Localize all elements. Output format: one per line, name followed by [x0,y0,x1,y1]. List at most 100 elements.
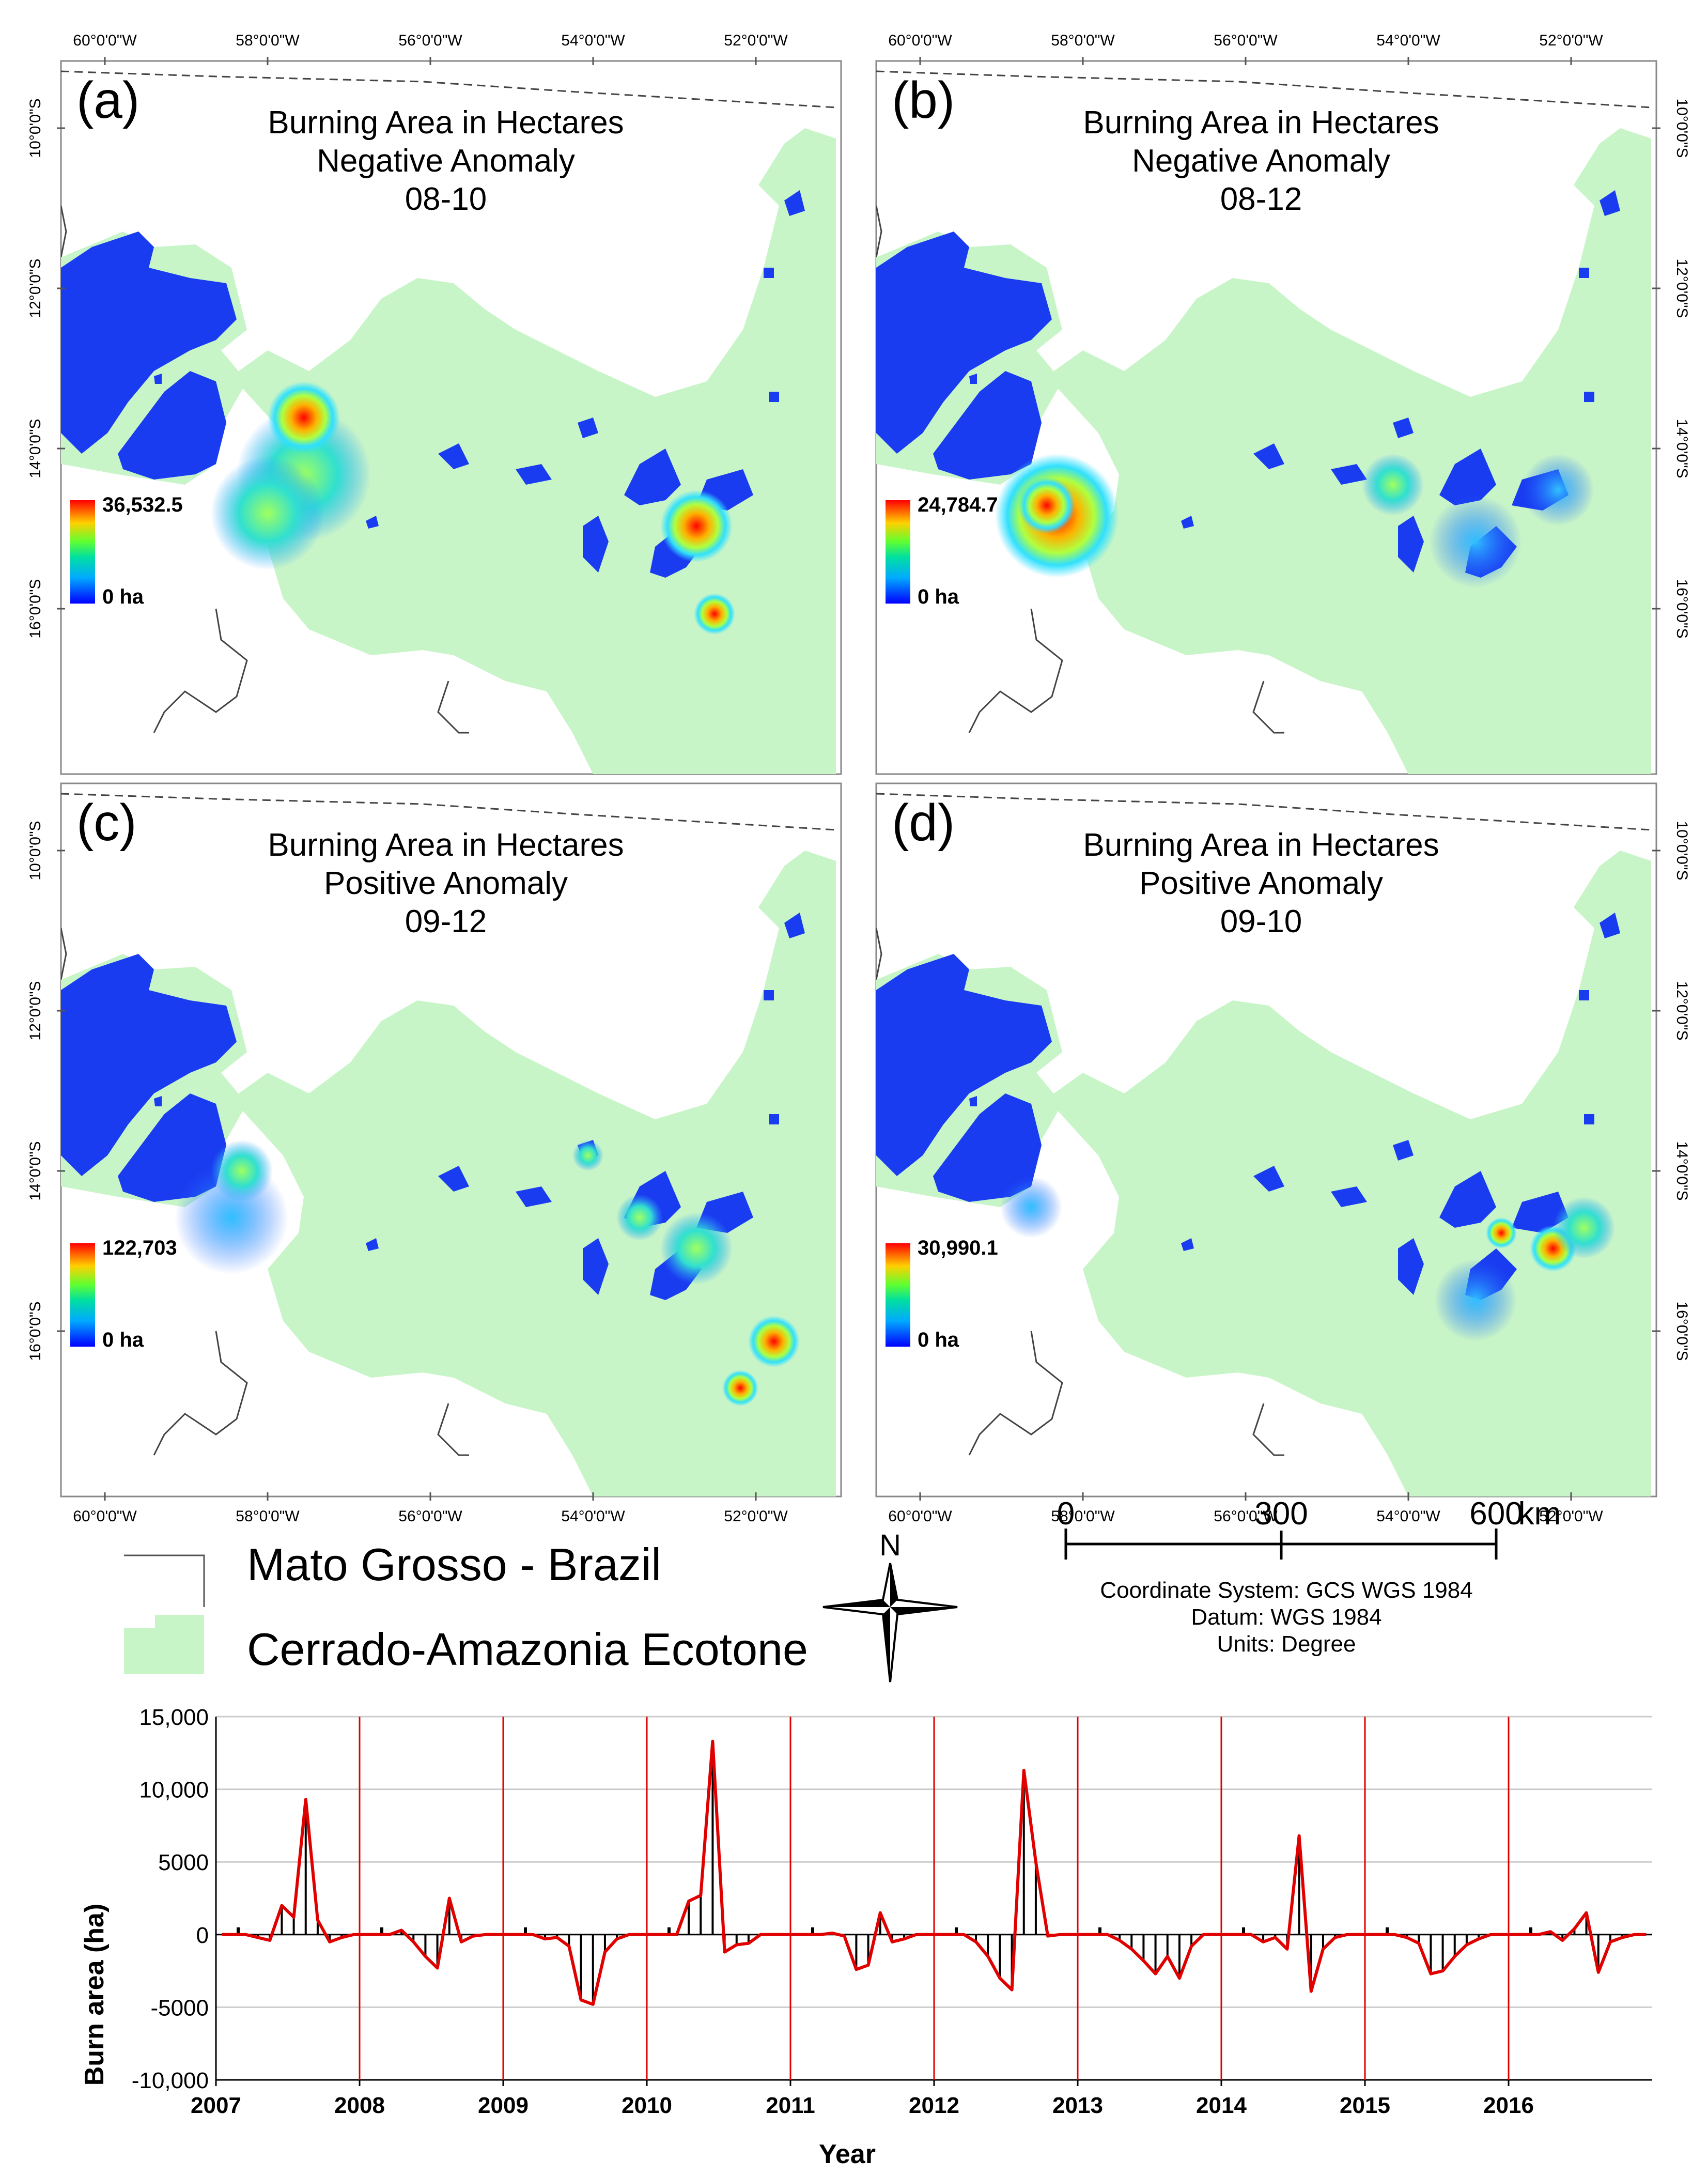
lon-tick-label: 54°0'0"W [1376,1508,1440,1525]
lat-tick-label: 16°0'0"S [27,579,44,638]
lon-tick-label: 56°0'0"W [1214,32,1278,49]
lon-tick-label: 58°0'0"W [1051,1508,1115,1525]
lon-tick-label: 52°0'0"W [1539,32,1603,49]
lon-tick-label: 58°0'0"W [236,1508,300,1525]
lat-tick-label: 16°0'0"S [1673,579,1690,638]
scale-tick-0: 0 [1057,1496,1075,1532]
panel-label: (b) [892,71,955,129]
north-arrow-label: N [879,1529,901,1562]
burn-hotspot [722,1370,758,1406]
panel-label: (d) [892,794,955,852]
panel-label: (a) [76,71,139,129]
lat-tick-label: 12°0'0"S [27,981,44,1040]
chart-y-axis-label: Burn area (ha) [80,1904,110,2086]
burn-hotspot [1522,454,1594,526]
year-marker [1098,1927,1101,1935]
panel-title-line: 09-12 [405,904,487,939]
ecotone-legend-swatch [124,1615,204,1674]
chart-x-axis-label: Year [819,2139,876,2169]
burn-hotspot [694,593,735,635]
legend-min-value: 0 ha [918,1329,959,1351]
north-arrow: N [822,1529,958,1683]
lon-tick-label: 60°0'0"W [73,32,137,49]
scale-tick-600: 600 [1469,1496,1523,1532]
burn-area-chart: Burn area (ha) Year 15,000 10,000 5000 0 -50… [80,1705,1652,2169]
year-marker [667,1927,671,1935]
lon-tick-label: 54°0'0"W [1376,32,1440,49]
year-marker [1529,1927,1532,1935]
lon-tick-label: 58°0'0"W [236,32,300,49]
scale-unit: km [1518,1496,1561,1532]
lon-tick-label: 52°0'0"W [724,32,788,49]
legend-min-value: 0 ha [918,585,959,608]
legend-max-value: 24,784.7 [918,493,998,516]
legend-min-value: 0 ha [102,1329,144,1351]
lat-tick-label: 12°0'0"S [1673,981,1690,1040]
year-marker [811,1927,814,1935]
chart-y-tick-label: 5000 [158,1850,209,1875]
chart-x-tick-label: 2012 [909,2093,959,2118]
burn-hotspot [660,490,733,562]
panel-title-line: Burning Area in Hectares [268,105,624,141]
lon-tick-label: 56°0'0"W [398,1508,462,1525]
lat-tick-label: 12°0'0"S [1673,258,1690,318]
burn-hotspot [1362,454,1424,516]
lat-tick-label: 10°0'0"S [1673,821,1690,880]
map-legend: Mato Grosso - Brazil Cerrado-Amazonia Ec… [124,1539,808,1675]
scale-tick-300: 300 [1254,1496,1308,1532]
year-marker [1242,1927,1245,1935]
mato-grosso-legend-swatch [124,1554,205,1607]
panel-title-line: 09-10 [1220,904,1302,939]
burn-hotspot [1000,1176,1062,1238]
panel-title-line: Burning Area in Hectares [1083,105,1439,141]
burn-hotspot [211,1140,273,1202]
panel-label: (c) [76,794,137,852]
legend-max-value: 36,532.5 [102,493,183,516]
lon-tick-label: 56°0'0"W [1214,1508,1278,1525]
burn-hotspot [1429,495,1522,588]
lat-tick-label: 10°0'0"S [1673,98,1690,158]
lon-tick-label: 54°0'0"W [561,32,625,49]
legend-max-value: 122,703 [102,1237,177,1259]
panel-title-line: Burning Area in Hectares [1083,827,1439,863]
lat-tick-label: 10°0'0"S [27,98,44,158]
panel-title-line: Burning Area in Hectares [268,827,624,863]
year-marker [1386,1927,1389,1935]
panel-title-line: Negative Anomaly [317,143,575,179]
heat-color-ramp [70,1243,95,1347]
chart-x-tick-label: 2007 [191,2093,241,2118]
lat-tick-label: 10°0'0"S [27,821,44,880]
burn-hotspot [1553,1197,1615,1259]
burn-hotspot [1018,477,1075,534]
lon-tick-label: 54°0'0"W [561,1508,625,1525]
coordinate-info: Coordinate System: GCS WGS 1984 Datum: W… [1100,1578,1472,1657]
lat-tick-label: 14°0'0"S [1673,1141,1690,1200]
lat-tick-label: 16°0'0"S [1673,1301,1690,1361]
burn-hotspot [268,381,340,454]
chart-x-tick-label: 2009 [478,2093,529,2118]
legend-min-value: 0 ha [102,585,144,608]
chart-y-tick-label: -5000 [150,1995,209,2020]
burn-hotspot [1486,1217,1517,1248]
lon-tick-label: 58°0'0"W [1051,32,1115,49]
lat-tick-label: 12°0'0"S [27,258,44,318]
lat-tick-label: 14°0'0"S [27,419,44,478]
lon-tick-label: 60°0'0"W [73,1508,137,1525]
year-marker [237,1927,240,1935]
chart-x-tick-label: 2014 [1196,2093,1247,2118]
year-marker [955,1927,958,1935]
panel-title-line: Positive Anomaly [324,866,568,901]
burn-hotspot [748,1316,800,1367]
heat-color-ramp [70,500,95,604]
coord-system-text: Coordinate System: GCS WGS 1984 [1100,1578,1472,1603]
heat-color-ramp [886,1243,910,1347]
burn-hotspot [572,1140,603,1171]
lon-tick-label: 56°0'0"W [398,32,462,49]
year-marker [380,1927,383,1935]
units-text: Units: Degree [1217,1631,1356,1657]
